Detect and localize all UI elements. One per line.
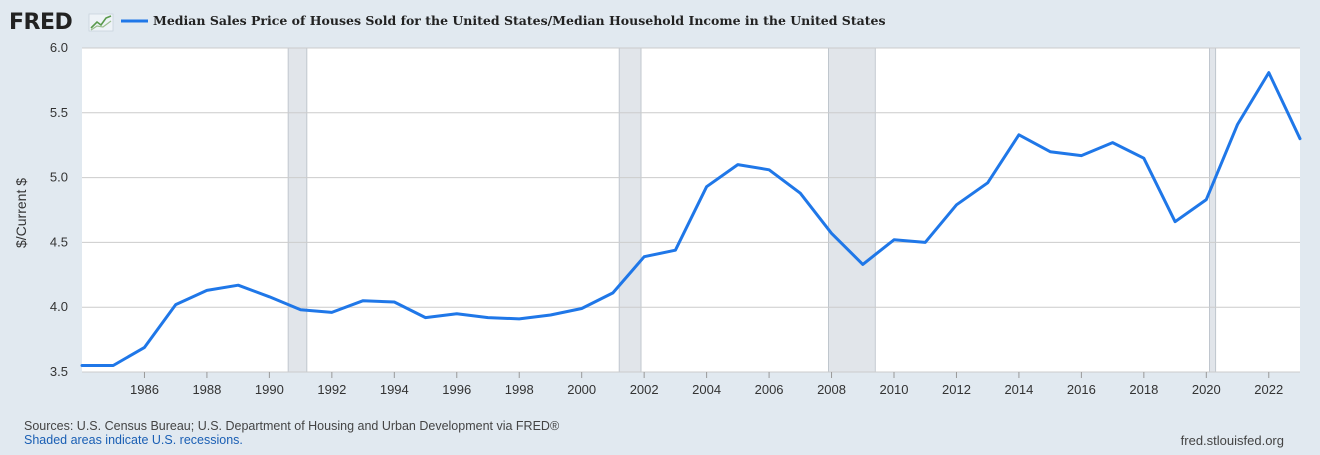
sources-text: Sources: U.S. Census Bureau; U.S. Depart… <box>24 419 560 433</box>
x-tick-label: 2020 <box>1192 382 1221 397</box>
fred-logo[interactable]: FRED <box>9 10 114 35</box>
x-tick-label: 1986 <box>130 382 159 397</box>
x-tick-label: 2014 <box>1004 382 1033 397</box>
legend[interactable]: Median Sales Price of Houses Sold for th… <box>121 13 885 28</box>
y-tick-label: 5.5 <box>50 105 68 120</box>
y-axis-title: $/Current $ <box>13 178 29 248</box>
x-tick-label: 2004 <box>692 382 721 397</box>
recession-band <box>618 47 642 373</box>
x-axis-ticks: 1986 1988 1990 1992 1994 1996 1998 2000 2002 2004… <box>130 372 1283 397</box>
chart-line-icon <box>88 13 114 32</box>
x-tick-label: 2006 <box>755 382 784 397</box>
logo-text: FRED <box>9 10 72 35</box>
recession-band <box>1209 47 1217 373</box>
y-tick-label: 4.0 <box>50 299 68 314</box>
plot-area <box>82 48 1300 372</box>
x-tick-label: 1990 <box>255 382 284 397</box>
recession-band <box>828 47 876 373</box>
recession-band <box>287 47 308 373</box>
fred-url[interactable]: fred.stlouisfed.org <box>1180 433 1284 448</box>
x-tick-label: 2022 <box>1254 382 1283 397</box>
x-tick-label: 1988 <box>192 382 221 397</box>
x-tick-label: 1992 <box>317 382 346 397</box>
x-tick-label: 1998 <box>505 382 534 397</box>
x-tick-label: 2008 <box>817 382 846 397</box>
x-tick-label: 1996 <box>442 382 471 397</box>
legend-label: Median Sales Price of Houses Sold for th… <box>153 13 885 28</box>
y-tick-label: 6.0 <box>50 40 68 55</box>
x-tick-label: 2002 <box>630 382 659 397</box>
y-tick-label: 5.0 <box>50 170 68 185</box>
x-tick-label: 2012 <box>942 382 971 397</box>
x-tick-label: 2000 <box>567 382 596 397</box>
y-axis-ticks: 3.5 4.0 4.5 5.0 5.5 6.0 <box>50 40 68 379</box>
series-line[interactable] <box>80 71 1302 367</box>
y-tick-label: 3.5 <box>50 364 68 379</box>
x-tick-label: 2010 <box>880 382 909 397</box>
recession-note-link[interactable]: Shaded areas indicate U.S. recessions. <box>24 433 243 447</box>
gridlines <box>82 47 1300 373</box>
x-tick-label: 2018 <box>1129 382 1158 397</box>
x-tick-label: 2016 <box>1067 382 1096 397</box>
x-tick-label: 1994 <box>380 382 409 397</box>
y-tick-label: 4.5 <box>50 234 68 249</box>
